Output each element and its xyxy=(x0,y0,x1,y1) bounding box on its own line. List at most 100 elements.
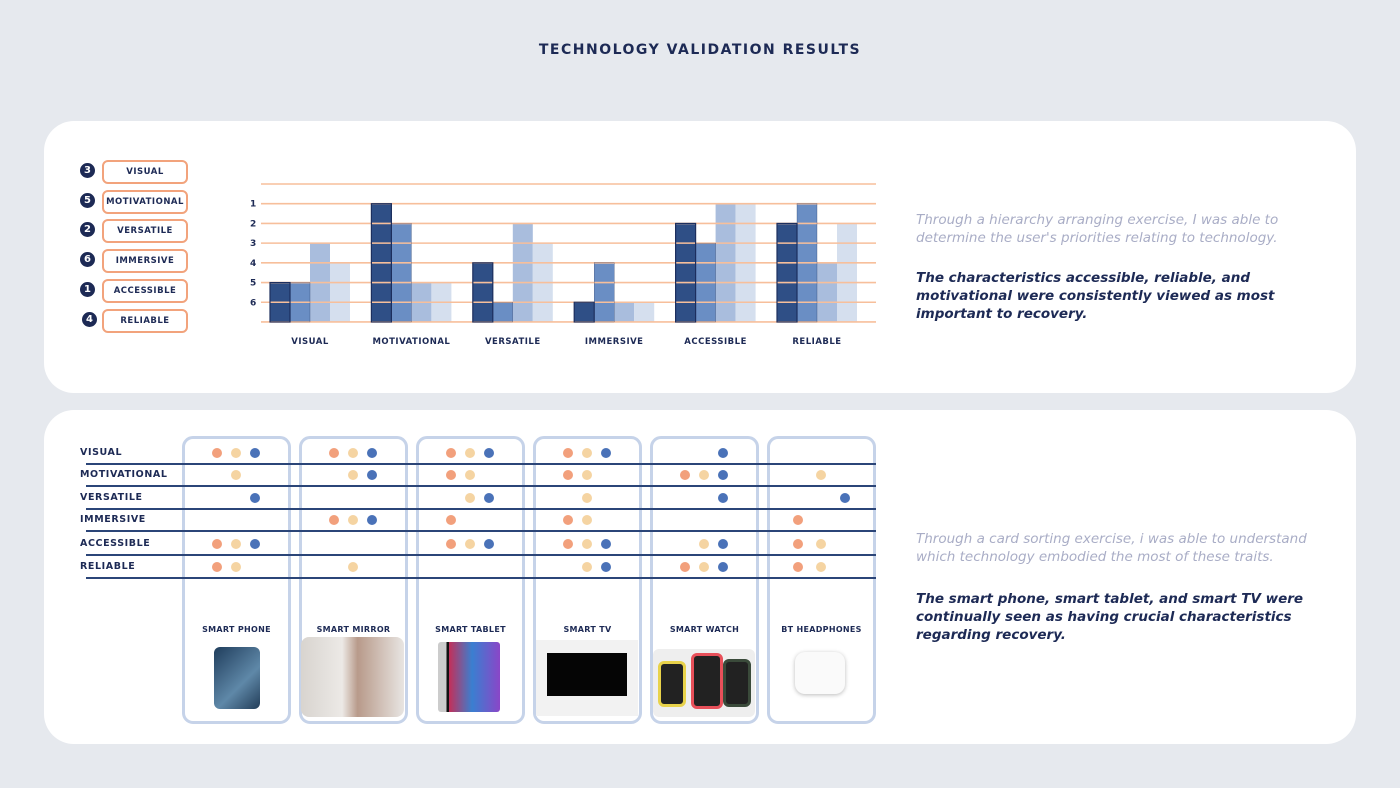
bar xyxy=(574,302,595,322)
legend-rank-badge: 2 xyxy=(80,222,95,238)
row-divider xyxy=(86,577,876,579)
vote-dot xyxy=(446,470,456,480)
y-tick-label: 1 xyxy=(250,200,256,210)
product-name: SMART PHONE xyxy=(202,625,271,634)
row-label: VERSATILE xyxy=(80,492,143,503)
vote-dot xyxy=(231,448,241,458)
product-card xyxy=(533,436,642,724)
x-tick-label: IMMERSIVE xyxy=(585,337,644,347)
vote-dot xyxy=(250,493,260,503)
vote-dot xyxy=(329,515,339,525)
vote-dot xyxy=(465,493,475,503)
vote-dot xyxy=(793,515,803,525)
vote-dot xyxy=(718,493,728,503)
vote-dot xyxy=(231,562,241,572)
smart-tv-image xyxy=(536,640,638,716)
vote-dot xyxy=(582,470,592,480)
vote-dot xyxy=(484,448,494,458)
vote-dot xyxy=(699,470,709,480)
product-name: SMART MIRROR xyxy=(316,625,391,634)
vote-dot xyxy=(816,539,826,549)
legend-label: VERSATILE xyxy=(102,219,188,244)
legend-rank-badge: 4 xyxy=(82,311,97,327)
vote-dot xyxy=(329,448,339,458)
y-tick-label: 2 xyxy=(250,219,256,229)
bar-outline xyxy=(492,302,513,323)
vote-dot xyxy=(212,562,222,572)
vote-dot xyxy=(601,539,611,549)
vote-dot xyxy=(367,515,377,525)
vote-dot xyxy=(718,562,728,572)
vote-dot xyxy=(348,515,358,525)
bar-outline xyxy=(289,282,311,323)
vote-dot xyxy=(680,562,690,572)
bar xyxy=(330,262,350,322)
y-tick-label: 5 xyxy=(250,279,256,289)
product-name: SMART TABLET xyxy=(435,625,506,634)
vote-dot xyxy=(563,539,573,549)
vote-dot xyxy=(367,470,377,480)
row-label: MOTIVATIONAL xyxy=(80,469,168,480)
hierarchy-intro: Through a hierarchy arranging exercise, … xyxy=(916,212,1279,246)
smart-mirror-image xyxy=(301,637,404,717)
vote-dot xyxy=(348,448,358,458)
product-name: BT HEADPHONES xyxy=(781,625,862,634)
legend-rank-badge: 5 xyxy=(80,192,95,208)
vote-dot xyxy=(348,562,358,572)
vote-dot xyxy=(465,539,475,549)
bar xyxy=(777,223,797,322)
vote-dot xyxy=(601,562,611,572)
vote-dot xyxy=(465,448,475,458)
row-divider xyxy=(86,554,876,556)
bar xyxy=(837,223,857,322)
row-label: IMMERSIVE xyxy=(80,514,146,525)
legend-label: ACCESSIBLE xyxy=(102,278,188,303)
x-tick-label: VISUAL xyxy=(291,337,329,347)
vote-dot xyxy=(582,562,592,572)
vote-dot xyxy=(699,539,709,549)
row-label: ACCESSIBLE xyxy=(80,538,151,549)
row-divider xyxy=(86,530,876,532)
y-tick-label: 6 xyxy=(250,298,256,308)
bar xyxy=(472,262,493,322)
vote-dot xyxy=(367,448,377,458)
vote-dot xyxy=(816,562,826,572)
row-divider xyxy=(86,485,876,487)
x-tick-label: VERSATILE xyxy=(485,337,541,347)
bar xyxy=(634,302,655,322)
bar xyxy=(675,223,696,322)
y-tick-label: 3 xyxy=(250,239,256,249)
bar-outline xyxy=(472,262,494,323)
vote-dot xyxy=(840,493,850,503)
product-card xyxy=(299,436,408,724)
vote-dot xyxy=(484,539,494,549)
legend-label: RELIABLE xyxy=(102,308,188,333)
legend-label: IMMERSIVE xyxy=(102,249,188,274)
vote-dot xyxy=(231,470,241,480)
bar-outline xyxy=(796,203,818,323)
product-card xyxy=(416,436,525,724)
y-tick-label: 4 xyxy=(250,259,256,269)
vote-dot xyxy=(250,539,260,549)
x-tick-label: MOTIVATIONAL xyxy=(372,337,450,347)
vote-dot xyxy=(563,448,573,458)
vote-dot xyxy=(563,470,573,480)
bar-outline xyxy=(594,262,615,323)
card-sort-intro: Through a card sorting exercise, i was a… xyxy=(916,531,1307,565)
row-divider xyxy=(86,463,876,465)
product-card xyxy=(650,436,759,724)
vote-dot xyxy=(484,493,494,503)
bar-outline xyxy=(391,223,412,323)
product-name: SMART WATCH xyxy=(669,625,740,634)
legend-label: VISUAL xyxy=(102,160,188,184)
vote-dot xyxy=(250,448,260,458)
vote-dot xyxy=(465,470,475,480)
vote-dot xyxy=(212,539,222,549)
bar xyxy=(817,262,837,322)
vote-dot xyxy=(601,448,611,458)
vote-dot xyxy=(582,493,592,503)
vote-dot xyxy=(699,562,709,572)
vote-dot xyxy=(718,470,728,480)
bar-outline xyxy=(695,242,716,323)
legend-rank-badge: 1 xyxy=(80,281,95,297)
